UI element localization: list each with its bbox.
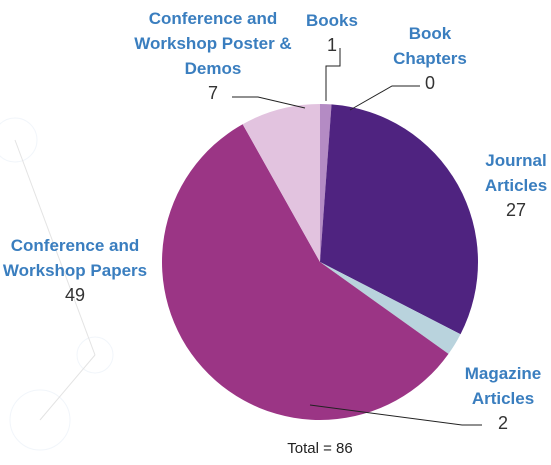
category-name: Conference and Workshop Papers — [2, 236, 148, 280]
value-label: 49 — [64, 285, 86, 305]
pie-slice — [242, 104, 320, 262]
slice-label: Conference and Workshop Papers 49 — [0, 233, 150, 308]
category-name: Books — [306, 11, 358, 30]
pie-slice — [320, 262, 461, 354]
pie-slice — [162, 124, 449, 420]
value-label: 2 — [497, 413, 508, 433]
value-label: 1 — [326, 35, 337, 55]
value-label: 0 — [424, 73, 435, 93]
category-name: Conference and Workshop Poster & Demos — [134, 9, 292, 78]
category-name: Journal Articles — [484, 151, 548, 195]
pie-slice — [320, 104, 478, 335]
value-label: 27 — [505, 200, 527, 220]
value-label: 7 — [207, 83, 218, 103]
slice-label: Books 1 — [292, 8, 372, 58]
category-name: Book Chapters — [393, 24, 467, 68]
slice-label: Magazine Articles 2 — [440, 361, 551, 436]
slice-label: Book Chapters 0 — [385, 21, 475, 96]
leader-lines — [232, 48, 482, 426]
slices — [162, 104, 478, 420]
pie-slice — [320, 104, 332, 262]
slice-label: Journal Articles 27 — [466, 148, 551, 223]
total-label: Total = 86 — [287, 440, 353, 457]
category-name: Magazine Articles — [464, 364, 542, 408]
background-pattern — [0, 117, 114, 451]
slice-label: Conference and Workshop Poster & Demos 7 — [118, 6, 308, 106]
